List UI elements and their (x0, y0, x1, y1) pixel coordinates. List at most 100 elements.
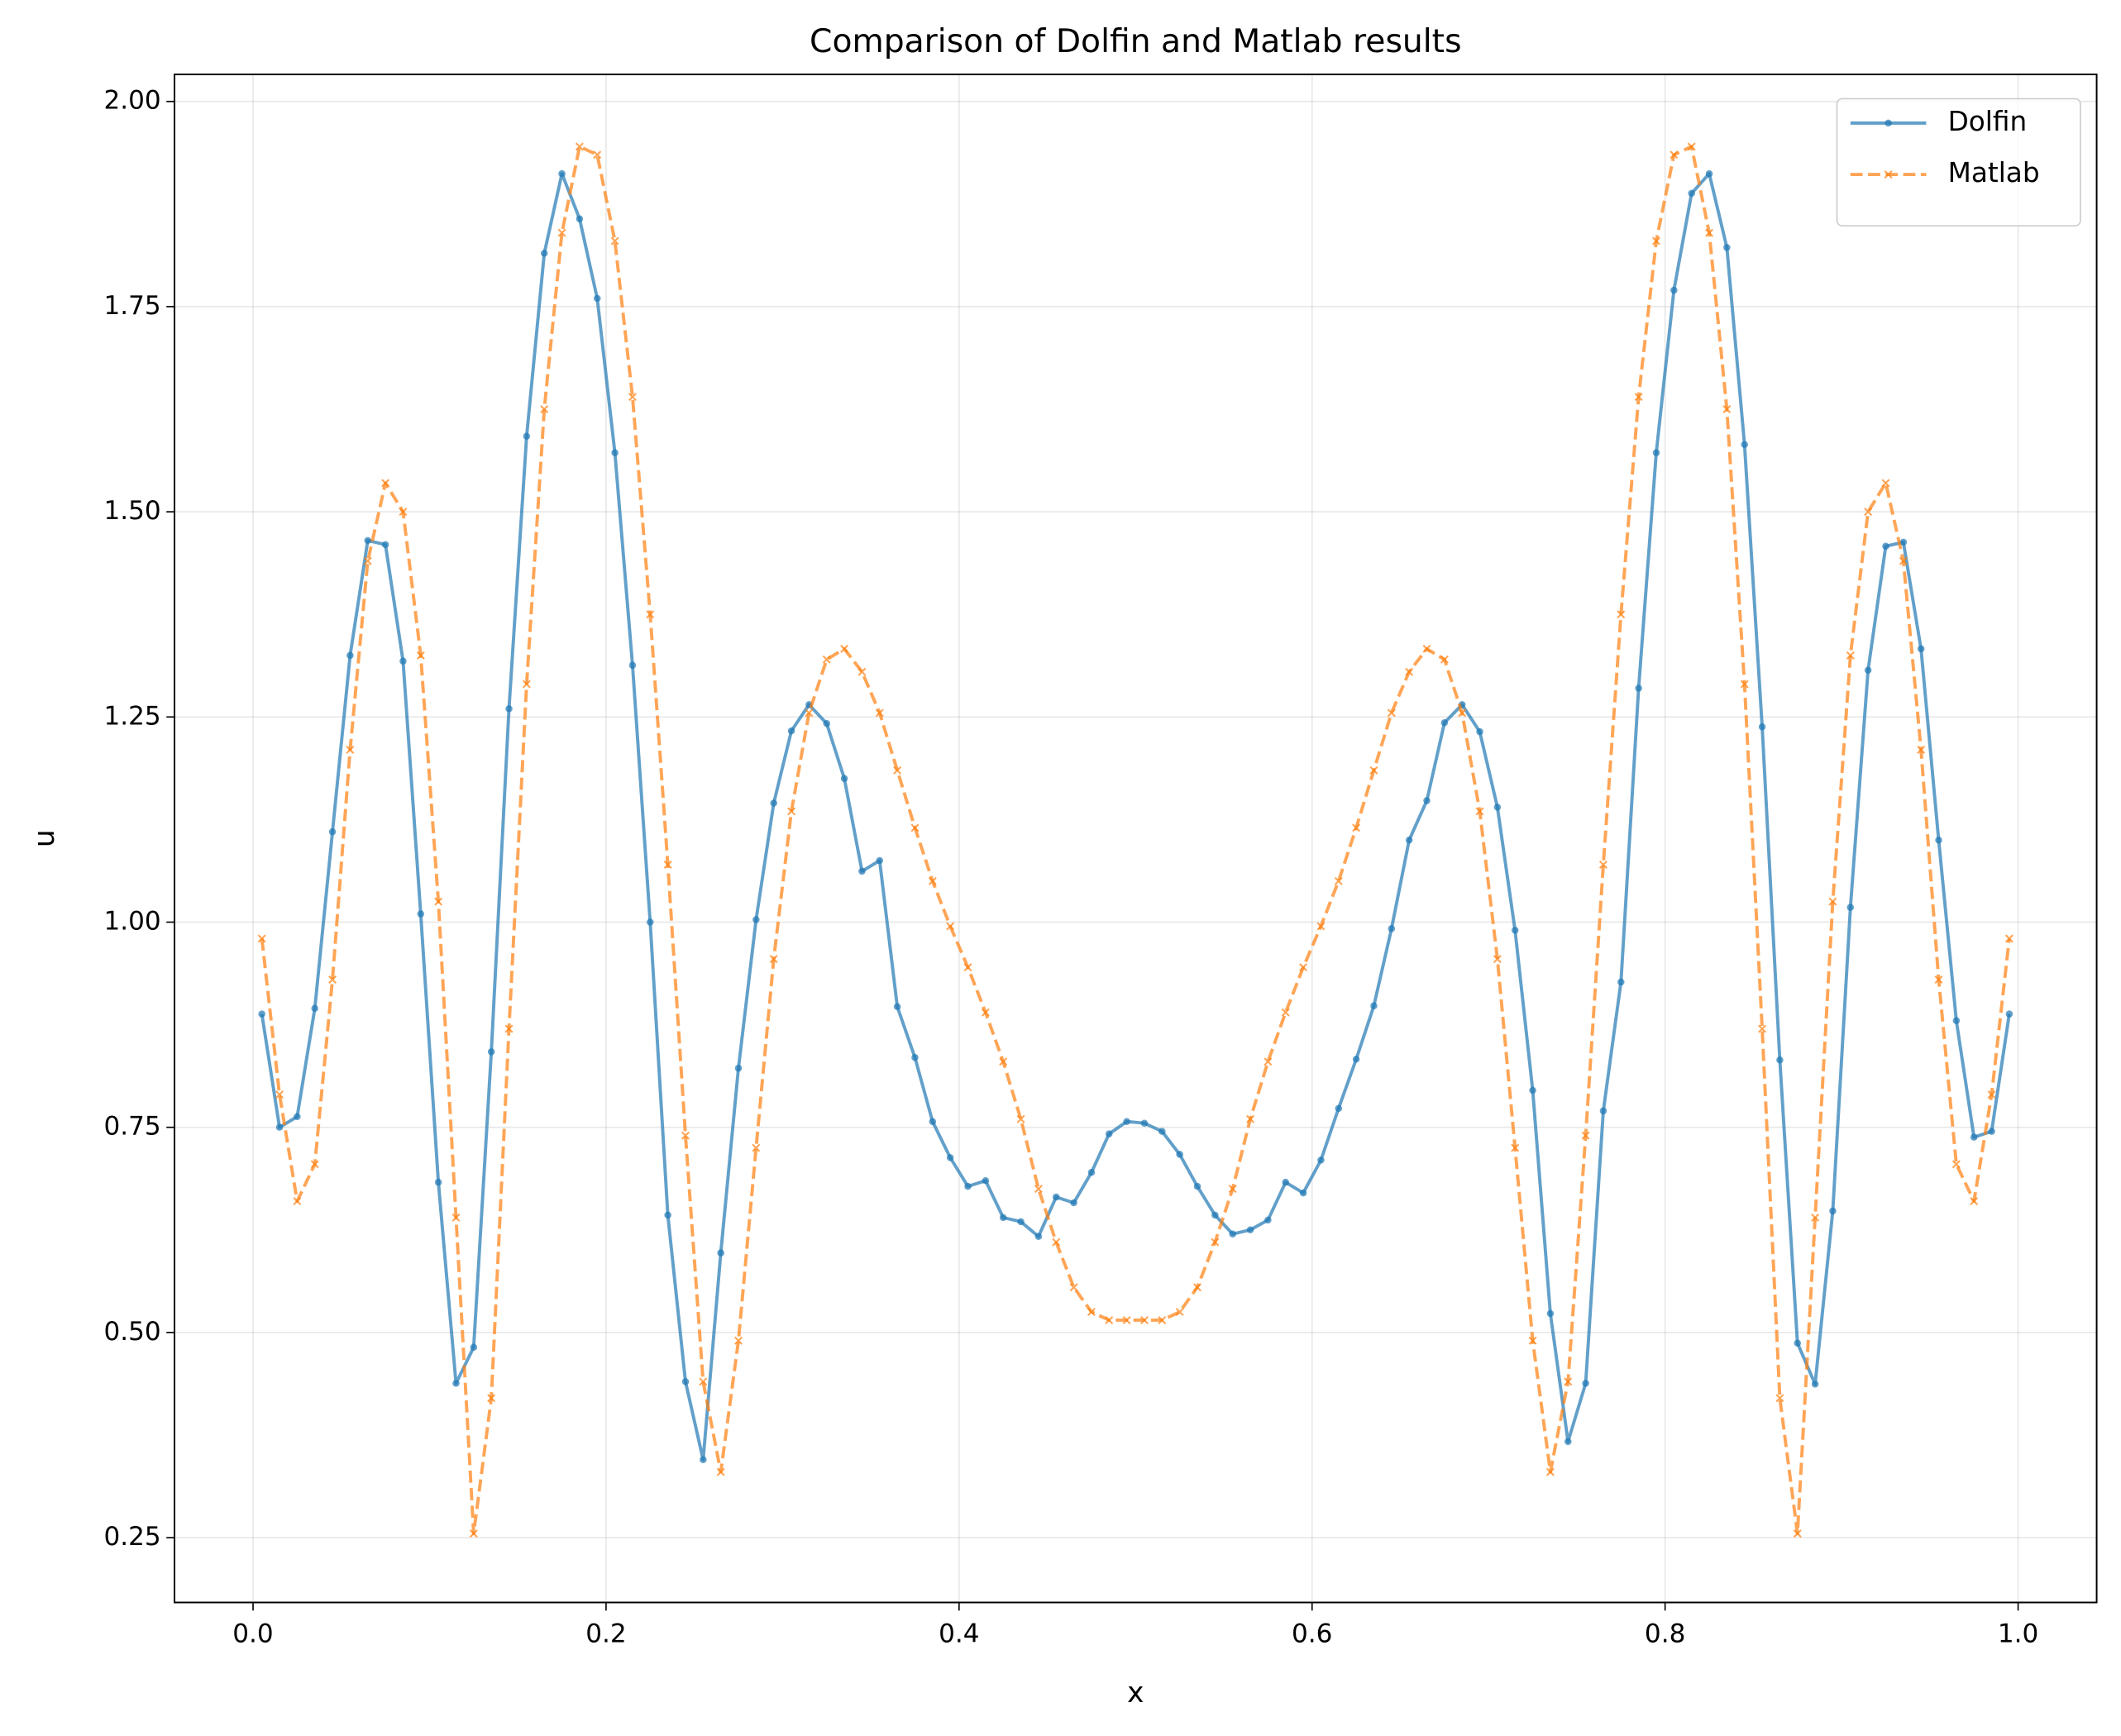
data-point (876, 856, 884, 865)
data-point (275, 1123, 284, 1131)
data-point (752, 1143, 761, 1152)
data-point (857, 667, 867, 676)
data-point (328, 975, 337, 984)
data-point (434, 1178, 442, 1186)
data-point (1758, 723, 1766, 731)
data-point (646, 610, 655, 619)
data-point (1458, 708, 1467, 718)
data-point (1352, 823, 1361, 832)
data-point (1881, 479, 1890, 488)
data-point (1529, 1086, 1536, 1095)
x-tick-label: 0.2 (585, 1619, 626, 1649)
data-point (1281, 1008, 1290, 1017)
data-point (381, 479, 390, 488)
data-point (1405, 667, 1414, 676)
data-point (1087, 1169, 1096, 1176)
data-point (893, 765, 902, 775)
data-point (1740, 680, 1749, 689)
data-point (928, 876, 937, 885)
data-point (1951, 1160, 1961, 1169)
data-point (1828, 897, 1837, 906)
data-point (1617, 978, 1625, 986)
data-point (1934, 975, 1943, 984)
data-point (752, 916, 760, 923)
data-point (681, 1378, 690, 1385)
data-point (1634, 393, 1643, 402)
data-point (593, 150, 602, 160)
data-point (1388, 925, 1396, 932)
data-point (700, 1456, 707, 1463)
data-point (1846, 904, 1855, 911)
data-point (1087, 1308, 1096, 1317)
data-point (769, 955, 778, 964)
data-point (1511, 927, 1519, 934)
data-point (505, 705, 513, 713)
data-point (734, 1064, 743, 1072)
data-point (1811, 1381, 1819, 1388)
data-point (734, 1336, 743, 1345)
data-point (328, 828, 337, 836)
data-point (557, 228, 566, 237)
data-point (576, 215, 584, 222)
data-point (1652, 449, 1660, 456)
data-point (1475, 807, 1484, 816)
data-point (1193, 1182, 1201, 1190)
plot-frame (174, 73, 2098, 1604)
data-point (999, 1214, 1007, 1222)
data-point (1034, 1233, 1043, 1240)
data-point (946, 922, 955, 931)
data-point (1052, 1238, 1061, 1247)
data-point (416, 651, 425, 660)
data-point (1158, 1315, 1167, 1324)
data-point (999, 1057, 1008, 1066)
data-point (504, 1024, 514, 1033)
data-point (1582, 1380, 1589, 1387)
data-point (1334, 876, 1343, 885)
chart-title: Comparison of Dolfin and Matlab results (810, 23, 1461, 60)
data-point (1882, 542, 1889, 551)
data-point (1299, 1189, 1307, 1197)
data-point (593, 294, 601, 303)
x-axis-label: x (1127, 1676, 1144, 1710)
y-tick-label: 0.75 (103, 1112, 160, 1142)
data-point (1369, 765, 1378, 775)
data-point (1123, 1118, 1130, 1125)
legend: Dolfin Matlab (1836, 98, 2081, 227)
data-point (522, 680, 531, 689)
data-point (523, 432, 531, 441)
line (260, 172, 2011, 1462)
data-point (964, 1182, 972, 1190)
data-point (381, 541, 389, 549)
data-point (1970, 1197, 1979, 1206)
data-point (787, 807, 796, 816)
data-point (434, 897, 443, 906)
legend-label: Matlab (1948, 157, 2040, 188)
data-point (664, 1211, 671, 1219)
data-point (258, 1010, 265, 1018)
data-point (1405, 836, 1413, 844)
data-point (1598, 860, 1607, 869)
data-point (1599, 1107, 1607, 1115)
data-point (1970, 1133, 1978, 1141)
data-point (1192, 1283, 1202, 1292)
data-point (2005, 1010, 2014, 1018)
data-point (575, 142, 584, 151)
data-point (1246, 1114, 1255, 1123)
data-point (1440, 655, 1449, 664)
data-point (628, 393, 637, 402)
data-point (1811, 1213, 1820, 1222)
data-point (1670, 150, 1679, 160)
data-point (1741, 441, 1748, 448)
series (258, 169, 2014, 1463)
data-point (840, 775, 848, 783)
data-point (1122, 1315, 1131, 1324)
y-tick-label: 1.75 (103, 291, 160, 321)
data-point (1528, 1336, 1537, 1345)
data-point (840, 644, 849, 653)
data-point (1651, 236, 1660, 246)
data-point (2004, 934, 2014, 943)
data-point (1829, 1207, 1837, 1215)
data-point (681, 1131, 690, 1140)
y-tick-label: 1.25 (103, 701, 160, 731)
data-point (540, 405, 549, 414)
